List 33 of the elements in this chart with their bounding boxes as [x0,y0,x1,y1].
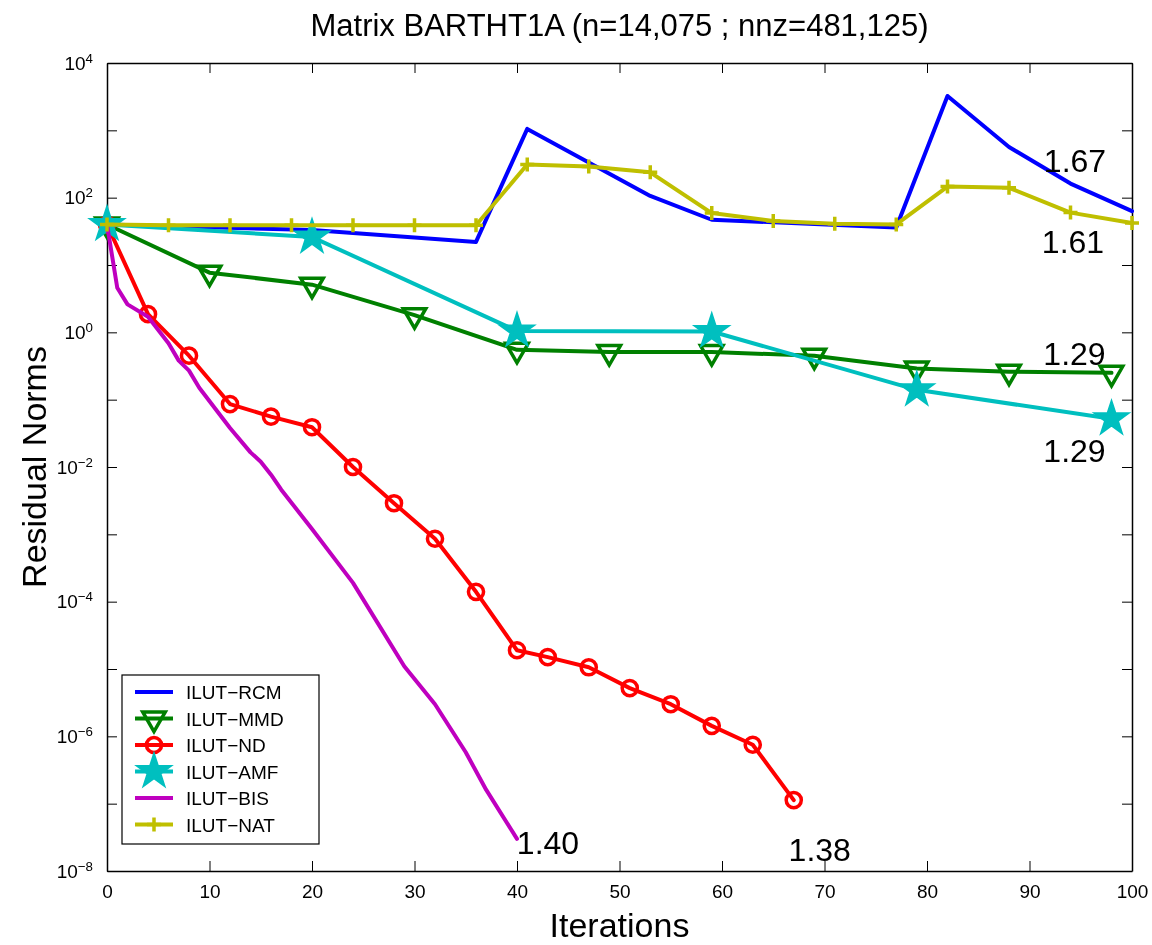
x-tick-label: 90 [1019,881,1041,903]
legend-label: ILUT−ND [186,735,266,756]
annotation: 1.38 [788,832,851,869]
y-axis-title: Residual Norms [15,346,53,588]
x-tick-label: 30 [404,881,426,903]
annotation: 1.40 [516,825,580,862]
x-tick-label: 50 [609,881,631,903]
legend-label: ILUT−MMD [186,708,284,730]
legend-label: ILUT−AMF [186,761,279,783]
legend-label: ILUT−BIS [186,788,269,809]
x-tick-label: 20 [301,881,324,903]
annotation: 1.29 [1043,336,1106,373]
y-tick-label: 10$^{0}$ [64,319,93,343]
y-tick-label: 10$^{4}$ [64,50,93,74]
x-tick-label: 100 [1116,881,1149,903]
x-tick-label: 80 [916,881,939,903]
legend-label: ILUT−RCM [186,682,282,703]
x-axis-title: Iterations [549,906,690,944]
annotation: 1.29 [1043,433,1106,470]
y-tick-label: 10$^{−8}$ [56,858,93,882]
x-tick-label: 60 [711,881,734,903]
x-tick-label: 0 [102,881,113,903]
y-tick-label: 10$^{−6}$ [56,723,93,747]
y-tick-label: 10$^{2}$ [64,184,93,209]
x-tick-label: 10 [199,881,221,903]
annotation: 1.61 [1041,224,1105,261]
x-tick-label: 70 [814,881,836,903]
legend-label: ILUT−NAT [186,814,276,836]
chart-title: Matrix BARTHT1A (n=14,075 ; nnz=481,125) [310,8,929,43]
annotation: 1.67 [1043,143,1107,180]
y-tick-label: 10$^{−2}$ [56,454,93,478]
x-tick-label: 40 [506,881,529,903]
y-tick-label: 10$^{−4}$ [56,588,93,613]
